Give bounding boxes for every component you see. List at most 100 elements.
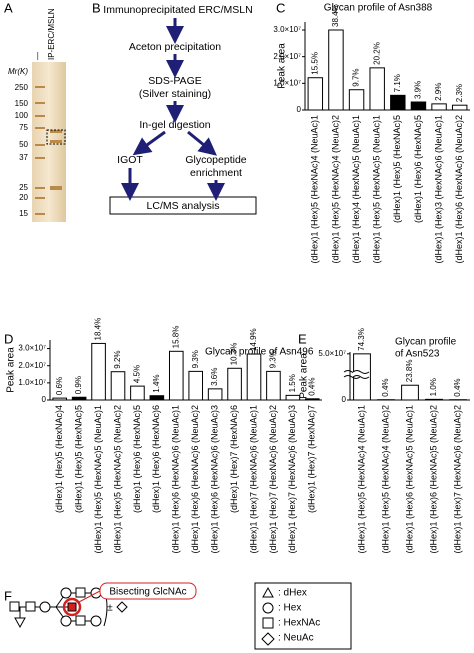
bar-label: 15.8% (171, 326, 180, 349)
bar-label: 9.3% (191, 350, 200, 368)
x-tick-label: (dHex)1 (Hex)7 (HexNAc)6 (229, 405, 239, 513)
mr-label: Mr(K) (8, 67, 28, 76)
bar (410, 101, 427, 111)
bar-label: 0.6% (55, 377, 64, 395)
lane-label-marker: — (33, 52, 42, 60)
bar (451, 104, 468, 111)
bar (188, 370, 204, 401)
bar-label: 9.7% (352, 68, 361, 86)
bar-label: 0.4% (381, 378, 390, 396)
x-tick-label: (dHex)1 (Hex)5 (HexNAc)5 (392, 115, 402, 223)
panel-letter: F (4, 588, 12, 603)
step: In-gel digestion (139, 119, 210, 131)
bar-label: 0.9% (74, 376, 83, 394)
bar (390, 94, 406, 111)
x-tick-label: (dHex)1 (Hex)7 (HexNAc)6 (NeuAc)2 (452, 405, 462, 554)
chart-title: Glycan profile of Asn388 (324, 3, 433, 14)
panel-letter: B (92, 0, 101, 15)
y-tick-label: 5.0×10⁷ (318, 349, 346, 358)
legend-symbols (261, 586, 275, 646)
bisecting-glcnac (67, 602, 77, 612)
x-tick-label: (dHex)1 (Hex)5 (HexNAc)4 (NeuAc)1 (310, 115, 320, 264)
bar (207, 388, 223, 401)
bar-label: 23.8% (405, 360, 414, 383)
bar-label: 1.0% (429, 378, 438, 396)
bar (91, 342, 106, 401)
step: enrichment (190, 167, 242, 179)
bar (149, 395, 165, 401)
y-tick-label: 0 (297, 105, 302, 114)
bar (71, 396, 87, 401)
bar (307, 77, 324, 111)
bar-label: 1.5% (288, 374, 297, 392)
x-tick-label: (dHex)1 (Hex)5 (HexNAc)5 (NeuAc)2 (112, 405, 122, 554)
x-tick-label: (dHex)1 (Hex)5 (HexNAc)5 (74, 405, 84, 513)
legend-label: : dHex (278, 588, 307, 599)
x-tick-label: (dHex)1 (Hex)5 (HexNAc)5 (NeuAc)1 (372, 115, 382, 264)
marker-label: 250 (15, 83, 29, 92)
bar-label: 74.3% (357, 328, 366, 351)
y-tick-label: 2.0×10⁷ (273, 52, 301, 61)
panel-letter: C (276, 0, 285, 15)
y-tick-label: 3.0×10⁷ (18, 344, 46, 353)
bar-label: 20.2% (372, 42, 381, 65)
x-tick-label: (dHex)1 (Hex)5 (HexNAc)4 (NeuAc)2 (330, 115, 340, 264)
marker-label: 37 (19, 153, 28, 162)
y-axis-title: Peak area (299, 353, 310, 399)
bar-label: 9.2% (113, 350, 122, 368)
step: IGOT (117, 154, 143, 166)
bar-label: 3.6% (210, 368, 219, 386)
y-tick-label: 3.0×10⁷ (273, 25, 301, 34)
chart-title: Glycan profile of Asn496 (205, 347, 314, 358)
marker-label: 50 (19, 140, 28, 149)
bar (227, 367, 242, 401)
panel-letter: D (4, 331, 13, 346)
x-tick-label: (dHex)1 (Hex)5 (HexNAc)5 (NeuAc)1 (93, 405, 103, 554)
chart-title: Glycan profile (395, 337, 457, 348)
selection-box (46, 129, 66, 145)
axis-break (343, 370, 370, 379)
bar-label: 38.4% (331, 4, 340, 27)
bar-label: 14.9% (249, 328, 258, 351)
bar (246, 353, 262, 401)
x-tick-label: (dHex)1 (Hex)6 (HexNAc)5 (413, 115, 423, 223)
x-tick-label: (dHex)1 (Hex)7 (HexNAc)6 (NeuAc)1 (248, 405, 258, 554)
y-tick-label: 1.0×10⁷ (273, 78, 301, 87)
step: (Silver staining) (139, 88, 211, 100)
y-axis-title: Peak area (6, 347, 17, 393)
bar-label: 10.3% (230, 343, 239, 366)
bar (425, 398, 443, 401)
bar-label: 2.9% (434, 83, 443, 101)
x-tick-label: (dHex)1 (Hex)6 (HexNAc)5 (NeuAc)2 (428, 405, 438, 554)
arrows (121, 18, 225, 201)
x-tick-label: (dHex)1 (Hex)6 (HexNAc)6 (NeuAc)3 (210, 405, 220, 554)
lane-label: IP-ERC/MSLN (47, 8, 56, 60)
y-tick-label: 0 (342, 395, 347, 404)
x-tick-label: (dHex)1 (Hex)6 (HexNAc)6 (NeuAc)2 (190, 405, 200, 554)
bar-label: 3.9% (414, 81, 423, 99)
x-tick-label: (dHex)1 (Hex)3 (HexNAc)6 (NeuAc)1 (433, 115, 443, 264)
step: Aceton precipitation (129, 41, 221, 53)
x-tick-label: (dHex)1 (Hex)5 (HexNAc)4 (54, 405, 64, 513)
marker-label: 75 (19, 123, 28, 132)
panel-letter: A (4, 0, 13, 15)
bar (369, 67, 385, 111)
bar-label: 1.4% (152, 374, 161, 392)
x-tick-label: (dHex)1 (Hex)5 (HexNAc)4 (NeuAc)1 (356, 405, 366, 554)
bar (110, 371, 126, 401)
marker-label: 15 (19, 209, 28, 218)
y-tick-label: 2.0×10⁷ (18, 361, 46, 370)
bar (168, 350, 184, 401)
y-tick-label: 0 (42, 395, 47, 404)
step-box (109, 196, 257, 215)
bar (304, 398, 320, 401)
bar-label: 2.3% (455, 84, 464, 102)
plus-minus: ± (107, 603, 113, 614)
legend-label: : HexNAc (278, 618, 320, 629)
bar-label: 7.1% (393, 74, 402, 92)
gel-bands (35, 86, 62, 215)
step: LC/MS analysis (147, 200, 220, 212)
marker-label: 25 (19, 183, 28, 192)
callout: Bisecting GlcNAc (109, 587, 186, 598)
y-tick-label: 1.0×10⁷ (18, 378, 46, 387)
